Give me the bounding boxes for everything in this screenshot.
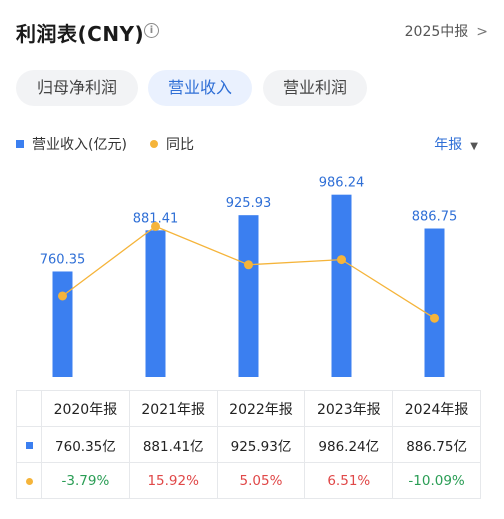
period-label: 年报 [434,137,463,153]
legend-line-swatch [150,140,158,148]
caret-down-icon: ▼ [470,141,478,152]
yoy-point[interactable] [244,260,253,270]
table-cell: 6.51% [304,462,394,499]
table-cell: 760.35亿 [41,426,130,463]
data-table: 2020年报 2021年报 2022年报 2023年报 2024年报 760.3… [16,390,481,499]
table-row-yoy: -3.79% 15.92% 5.05% 6.51% -10.09% [16,462,481,499]
legend-line-label: 同比 [166,137,194,153]
table-cell: 5.05% [216,462,306,499]
yoy-dot-icon [25,477,33,485]
table-cell: 15.92% [128,462,218,499]
table-header-row: 2020年报 2021年报 2022年报 2023年报 2024年报 [16,390,481,427]
info-circle-icon[interactable]: i [144,23,159,38]
bar-value-label: 925.93 [226,196,272,211]
revenue-square-icon [25,441,33,449]
tab-net-profit[interactable]: 归母净利润 [16,70,138,106]
yoy-point[interactable] [151,221,160,231]
period-selector[interactable]: 年报 ▼ [434,134,478,154]
table-cell: 986.24亿 [304,426,394,463]
bar-value-label: 760.35 [40,252,86,267]
tab-operating-profit[interactable]: 营业利润 [263,70,367,106]
page-title: 利润表(CNY) [16,22,145,46]
revenue-bar[interactable] [52,271,73,377]
revenue-bar[interactable] [424,228,445,377]
bar-value-label: 881.41 [133,211,179,226]
bar-value-label: 886.75 [412,210,458,225]
table-cell: -10.09% [392,462,481,499]
table-cell: 886.75亿 [392,426,481,463]
chevron-right-icon: > [476,24,488,40]
legend-bar-label: 营业收入(亿元) [32,137,127,153]
table-header-cell: 2023年报 [304,390,394,427]
header: 利润表(CNY) i 2025中报 > [16,18,488,46]
table-cell: 881.41亿 [128,426,218,463]
revenue-bar[interactable] [145,230,166,377]
bar-value-label: 986.24 [319,176,365,191]
revenue-bar[interactable] [331,194,352,377]
report-period-link[interactable]: 2025中报 > [405,21,488,41]
yoy-point[interactable] [430,313,439,323]
revenue-chart: 760.35 881.41 925.93 986.24 886.75 [40,176,458,377]
yoy-point[interactable] [337,255,346,265]
table-header-cell: 2024年报 [392,390,481,427]
table-header-cell: 2020年报 [41,390,130,427]
table-header-cell: 2022年报 [216,390,306,427]
yoy-point[interactable] [58,291,67,301]
table-row-revenue: 760.35亿 881.41亿 925.93亿 986.24亿 886.75亿 [16,426,481,463]
table-cell: -3.79% [41,462,130,499]
report-period-label: 2025中报 [404,24,469,40]
tab-revenue[interactable]: 营业收入 [148,70,252,106]
table-header-cell: 2021年报 [128,390,218,427]
legend-bar-swatch [16,140,24,148]
revenue-bar[interactable] [238,215,259,377]
table-cell: 925.93亿 [216,426,306,463]
